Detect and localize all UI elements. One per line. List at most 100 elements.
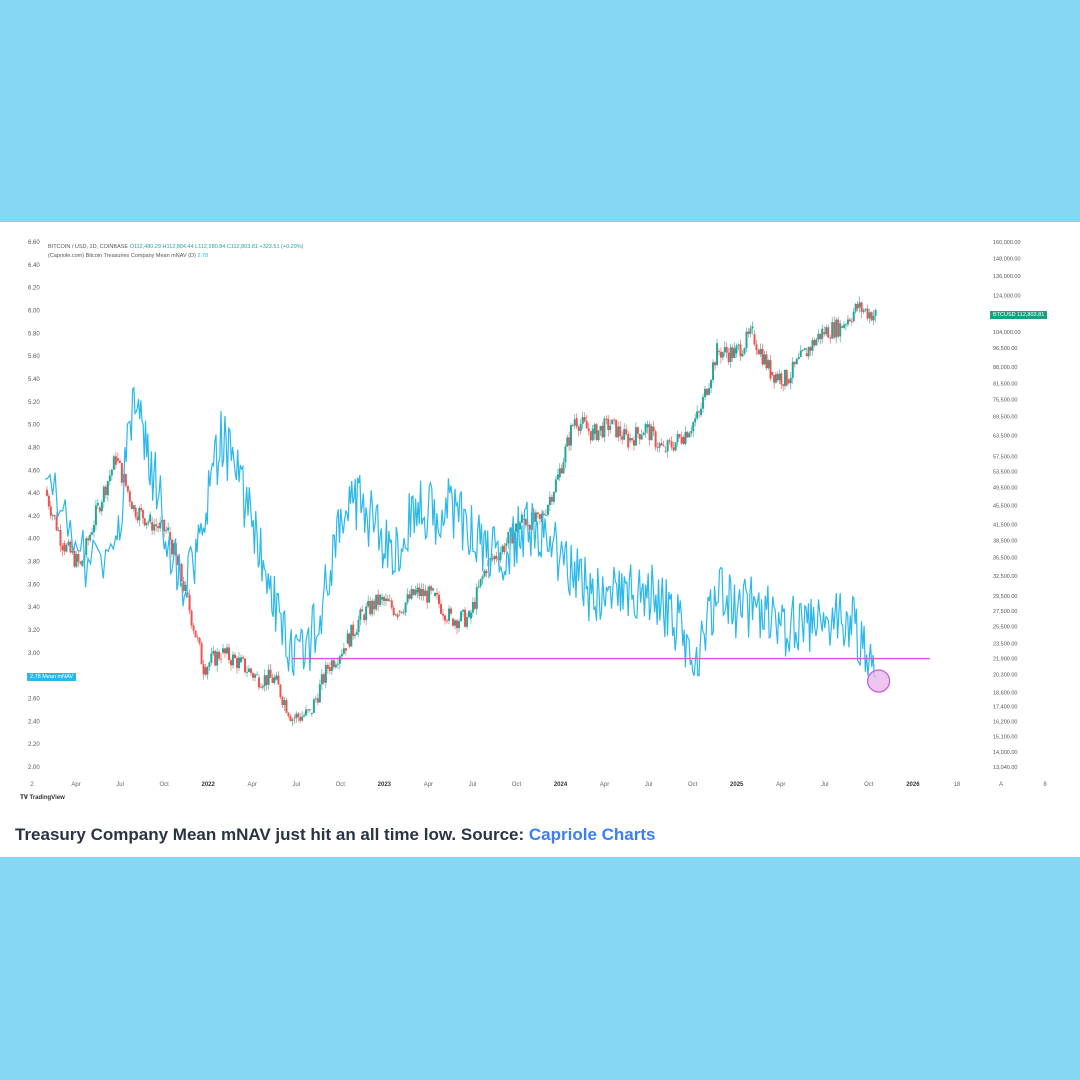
btc-candle bbox=[615, 419, 618, 438]
tradingview-logo[interactable]: 𝐓𝐕 TradingView bbox=[20, 795, 65, 802]
btc-candle bbox=[658, 443, 661, 448]
x-axis-tick: Jul bbox=[292, 782, 300, 788]
right-axis-tick: 124,000.00 bbox=[993, 293, 1021, 299]
caption-source-link[interactable]: Capriole Charts bbox=[528, 825, 656, 844]
right-axis-tick: 49,500.00 bbox=[993, 486, 1017, 492]
btc-candle bbox=[355, 632, 358, 635]
btc-candle bbox=[719, 351, 722, 358]
btc-candle bbox=[214, 650, 217, 666]
btc-candle bbox=[47, 495, 50, 507]
btc-candle bbox=[222, 648, 225, 653]
btc-candle bbox=[141, 509, 144, 519]
btc-candle bbox=[466, 617, 469, 627]
btc-candle bbox=[815, 339, 818, 346]
btc-candle bbox=[89, 534, 92, 541]
btc-candle bbox=[422, 589, 425, 597]
btc-candle bbox=[94, 505, 97, 526]
btc-candle bbox=[344, 648, 347, 651]
legend-mnav-value: 2.78 bbox=[197, 253, 209, 259]
btc-candle bbox=[603, 418, 606, 438]
btc-candle bbox=[98, 507, 101, 512]
btc-candle bbox=[212, 650, 215, 654]
btc-candle bbox=[471, 602, 474, 613]
left-axis-tick: 5.00 bbox=[28, 423, 40, 429]
x-axis-tick: Oct bbox=[512, 782, 522, 788]
x-axis-tick: Jul bbox=[116, 782, 124, 788]
btc-candle bbox=[128, 491, 131, 502]
btc-candle bbox=[753, 334, 756, 345]
right-axis-tick: 41,500.00 bbox=[993, 523, 1017, 529]
btc-candle bbox=[190, 610, 193, 626]
btc-candle bbox=[813, 340, 816, 346]
btc-candle bbox=[556, 474, 559, 480]
btc-candle bbox=[735, 345, 738, 354]
btc-candle bbox=[450, 608, 453, 614]
btc-candle bbox=[248, 668, 251, 672]
btc-candle bbox=[45, 489, 48, 496]
btc-candle bbox=[872, 315, 875, 321]
right-axis-tick: 45,500.00 bbox=[993, 503, 1017, 509]
x-axis-tick: Oct bbox=[336, 782, 346, 788]
btc-candle bbox=[672, 447, 675, 451]
btc-candle bbox=[739, 344, 742, 357]
btc-candle bbox=[208, 662, 211, 667]
btc-candle bbox=[108, 475, 111, 482]
btc-candle bbox=[293, 717, 296, 719]
btc-candle bbox=[839, 323, 842, 337]
caption: Treasury Company Mean mNAV just hit an a… bbox=[15, 825, 656, 845]
left-axis-tick: 5.40 bbox=[28, 377, 40, 383]
btc-candle bbox=[77, 554, 80, 562]
btc-candle bbox=[192, 625, 195, 631]
btc-candle bbox=[257, 677, 260, 688]
left-axis-tick: 5.60 bbox=[28, 354, 40, 360]
btc-candle bbox=[171, 540, 174, 555]
right-axis-tick: 136,000.00 bbox=[993, 274, 1021, 280]
btc-candle bbox=[289, 716, 292, 721]
x-axis-tick: Apr bbox=[248, 782, 257, 788]
btc-candle bbox=[534, 512, 537, 522]
btc-candle bbox=[581, 417, 584, 424]
btc-candle bbox=[642, 432, 645, 436]
btc-candle bbox=[308, 709, 311, 711]
btc-candle bbox=[236, 658, 239, 669]
btc-candle bbox=[569, 425, 572, 446]
right-axis-tick: 75,500.00 bbox=[993, 397, 1017, 403]
btc-candle bbox=[352, 624, 355, 636]
btc-candle bbox=[708, 388, 711, 395]
btc-candle bbox=[202, 664, 205, 675]
btc-candle bbox=[167, 527, 170, 531]
btc-candle bbox=[318, 684, 321, 703]
left-axis-ticks: 6.60 6.40 6.20 6.00 5.80 5.60 5.40 5.20 5.00 4.80… bbox=[28, 240, 40, 771]
btc-candle bbox=[440, 604, 443, 614]
btc-candle bbox=[232, 654, 235, 666]
btc-candle bbox=[696, 411, 699, 419]
btc-candle bbox=[348, 633, 351, 647]
btc-candle bbox=[868, 312, 871, 319]
x-axis-tick: Jul bbox=[469, 782, 477, 788]
right-axis-tick: 96,500.00 bbox=[993, 346, 1017, 352]
btc-candle bbox=[261, 686, 264, 688]
btc-candle bbox=[652, 426, 655, 432]
btc-candle bbox=[432, 588, 435, 591]
btc-candle bbox=[400, 611, 403, 613]
left-axis-tick: 6.20 bbox=[28, 286, 40, 292]
btc-candle bbox=[130, 501, 133, 510]
right-axis-tick: 81,500.00 bbox=[993, 381, 1017, 387]
left-axis-tick: 5.80 bbox=[28, 331, 40, 337]
btc-candle bbox=[136, 516, 139, 521]
left-axis-tick: 6.40 bbox=[28, 263, 40, 269]
btc-candle bbox=[438, 594, 441, 605]
btc-candle bbox=[825, 327, 828, 335]
btc-candle bbox=[759, 348, 762, 355]
btc-candle bbox=[837, 319, 840, 337]
x-axis-tick: Oct bbox=[864, 782, 874, 788]
btc-candle bbox=[491, 558, 494, 560]
btc-candle bbox=[180, 563, 183, 582]
btc-candle bbox=[269, 669, 272, 678]
chart-canvas[interactable]: 6.60 6.40 6.20 6.00 5.80 5.60 5.40 5.20 5.00 4.80… bbox=[0, 222, 1080, 822]
btc-candle bbox=[271, 677, 274, 683]
btc-candle bbox=[743, 348, 746, 354]
btc-candle bbox=[546, 505, 549, 515]
btc-candle bbox=[430, 586, 433, 591]
btc-candle bbox=[446, 620, 449, 622]
